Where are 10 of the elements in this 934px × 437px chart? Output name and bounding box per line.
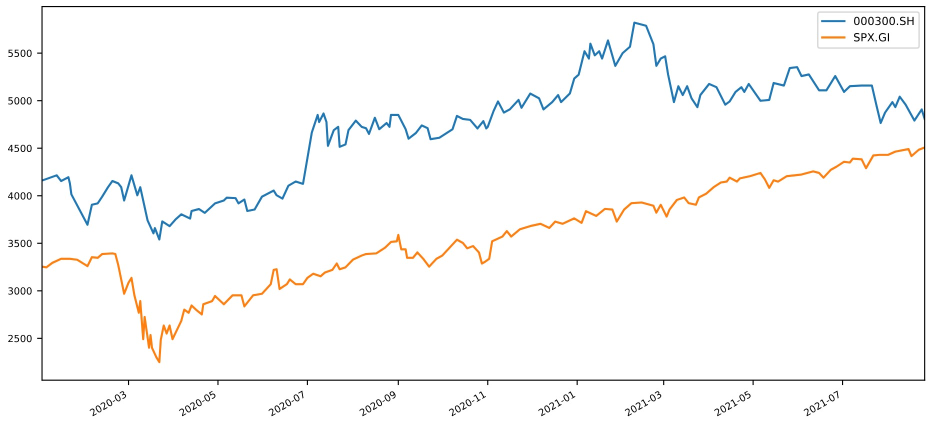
- y-tick-label: 3500: [8, 240, 32, 248]
- y-tick-label: 5000: [8, 97, 32, 105]
- line-series: [42, 146, 925, 364]
- y-tick-label: 4000: [8, 192, 32, 200]
- legend-label: 000300.SH: [854, 16, 914, 26]
- y-tick-label: 4500: [8, 144, 32, 152]
- y-tick-label: 3000: [8, 287, 32, 295]
- y-tick-label: 5500: [8, 50, 32, 57]
- legend-label: SPX.GI: [854, 33, 889, 42]
- y-tick-label: 2500: [8, 334, 32, 342]
